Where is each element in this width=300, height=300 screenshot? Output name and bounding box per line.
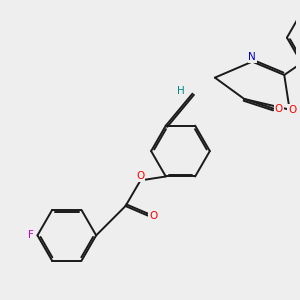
Text: F: F bbox=[28, 230, 34, 240]
Text: O: O bbox=[136, 171, 145, 181]
Text: O: O bbox=[288, 105, 296, 115]
Text: N: N bbox=[248, 52, 256, 62]
Text: O: O bbox=[275, 103, 283, 114]
Text: O: O bbox=[149, 211, 158, 220]
Text: H: H bbox=[177, 86, 184, 96]
